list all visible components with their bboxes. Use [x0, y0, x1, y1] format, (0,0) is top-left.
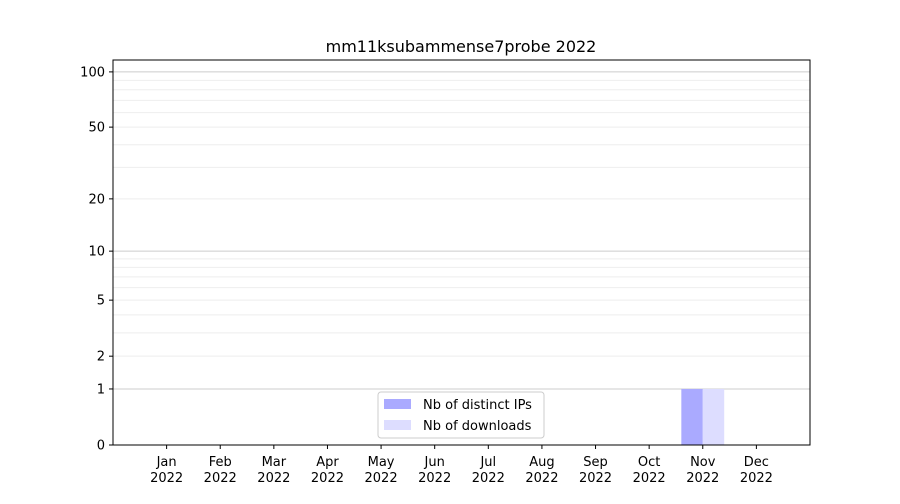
y-tick-label: 50: [88, 121, 105, 136]
x-tick-label: Oct: [638, 455, 660, 470]
y-axis: 0 1 2 5 10 20 50 100: [80, 65, 113, 454]
legend-label-ips: Nb of distinct IPs: [423, 398, 532, 413]
x-tick-label: Dec: [744, 455, 769, 470]
x-tick-label: Aug: [529, 455, 554, 470]
x-tick-label: 2022: [365, 471, 398, 486]
axes-frame: [112, 59, 811, 446]
x-tick-label: Jan: [156, 455, 177, 470]
x-tick-label: Jul: [479, 455, 496, 470]
x-axis: Jan2022Feb2022Mar2022Apr2022May2022Jun20…: [150, 445, 773, 486]
bars: [681, 388, 725, 445]
y-tick-label: 1: [97, 382, 105, 397]
bar: [681, 388, 703, 445]
y-tick-label: 5: [97, 294, 105, 309]
y-tick-label: 10: [88, 245, 105, 260]
x-tick-label: 2022: [311, 471, 344, 486]
x-tick-label: 2022: [525, 471, 558, 486]
x-tick-label: Jun: [424, 455, 445, 470]
x-tick-label: Mar: [262, 455, 287, 470]
x-tick-label: 2022: [579, 471, 612, 486]
legend: Nb of distinct IPs Nb of downloads: [377, 391, 545, 439]
y-tick-label: 100: [80, 65, 105, 80]
x-tick-label: 2022: [686, 471, 719, 486]
legend-label-downloads: Nb of downloads: [423, 419, 532, 434]
y-tick-label: 0: [97, 439, 105, 454]
y-tick-label: 2: [97, 350, 105, 365]
x-tick-label: 2022: [418, 471, 451, 486]
x-tick-label: Apr: [316, 455, 339, 470]
x-tick-label: 2022: [204, 471, 237, 486]
x-tick-label: May: [368, 455, 395, 470]
legend-swatch-ips: [384, 399, 411, 409]
y-tick-label: 20: [88, 192, 105, 207]
x-tick-label: 2022: [633, 471, 666, 486]
bar: [702, 388, 725, 445]
x-tick-label: Feb: [209, 455, 232, 470]
x-tick-label: Nov: [690, 455, 716, 470]
x-tick-label: Sep: [583, 455, 608, 470]
x-tick-label: 2022: [150, 471, 183, 486]
x-tick-label: 2022: [257, 471, 290, 486]
legend-swatch-downloads: [384, 420, 411, 430]
x-tick-label: 2022: [472, 471, 505, 486]
chart-title: mm11ksubammense7probe 2022: [326, 37, 597, 56]
grid: [113, 71, 810, 390]
x-tick-label: 2022: [740, 471, 773, 486]
